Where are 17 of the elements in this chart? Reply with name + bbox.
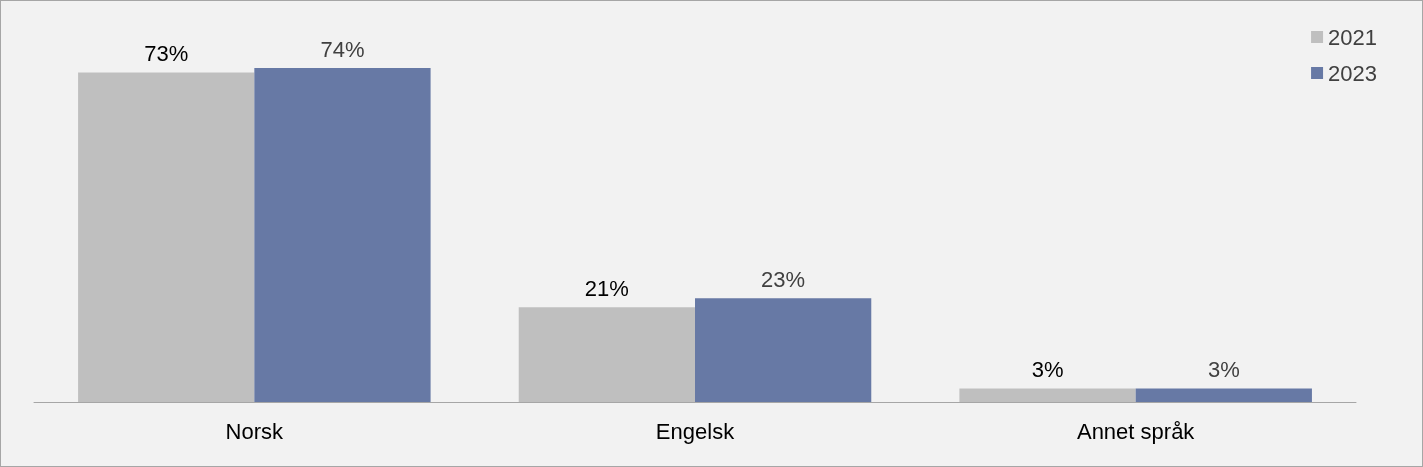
data-label: 21%: [584, 275, 629, 301]
bar: [254, 68, 431, 402]
data-label: 3%: [1031, 356, 1064, 382]
bar: [518, 307, 695, 402]
legend-label: 2023: [1328, 60, 1378, 86]
data-label: 3%: [1207, 356, 1240, 382]
x-tick-label: Norsk: [225, 418, 285, 444]
bar: [78, 72, 255, 402]
data-label: 23%: [761, 266, 806, 292]
x-tick-label: Annet språk: [1076, 418, 1196, 444]
bar: [959, 388, 1136, 402]
legend-label: 2021: [1328, 24, 1378, 50]
data-label: 73%: [144, 41, 189, 67]
x-tick-label: Engelsk: [655, 418, 736, 444]
bar: [1135, 388, 1312, 402]
bar: [695, 298, 872, 402]
data-label: 74%: [320, 36, 365, 62]
